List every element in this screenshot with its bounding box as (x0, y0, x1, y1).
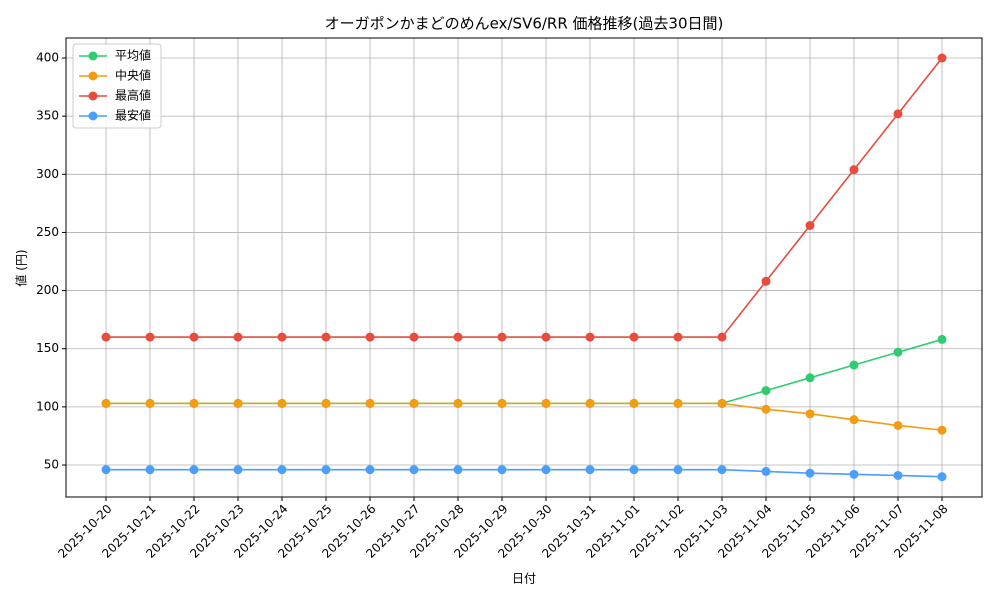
point (893, 109, 903, 119)
point (321, 398, 331, 408)
point (365, 398, 375, 408)
legend-marker (88, 51, 98, 61)
legend-label: 中央値 (115, 68, 151, 83)
y-tick-label: 200 (36, 283, 59, 297)
series-line (106, 402, 943, 431)
point (717, 332, 727, 342)
series-line (106, 468, 943, 478)
point (937, 53, 947, 63)
point (453, 332, 463, 342)
point (585, 332, 595, 342)
point (409, 465, 419, 475)
y-tick-label: 100 (36, 399, 59, 413)
point (145, 398, 155, 408)
y-tick-label: 350 (36, 109, 59, 123)
legend-label: 最安値 (115, 108, 151, 123)
x-axis-label: 日付 (512, 572, 536, 586)
legend-marker (88, 91, 98, 101)
legend-box (72, 43, 162, 129)
legend-marker (88, 71, 98, 81)
point (849, 469, 859, 479)
point (849, 165, 859, 175)
point (321, 332, 331, 342)
point (761, 386, 771, 396)
point (805, 220, 815, 230)
point (541, 398, 551, 408)
point (585, 465, 595, 475)
y-tick-label: 50 (44, 458, 59, 472)
y-tick-label: 250 (36, 225, 59, 239)
legend-marker (88, 111, 98, 121)
point (145, 332, 155, 342)
point (189, 398, 199, 408)
point (101, 398, 111, 408)
point (409, 398, 419, 408)
point (805, 373, 815, 383)
point (893, 420, 903, 430)
point (497, 332, 507, 342)
point (321, 465, 331, 475)
point (893, 347, 903, 357)
point (673, 465, 683, 475)
point (673, 398, 683, 408)
legend-label: 最高値 (115, 88, 151, 103)
point (937, 425, 947, 435)
point (541, 465, 551, 475)
point (805, 409, 815, 419)
point (805, 468, 815, 478)
point (673, 332, 683, 342)
y-tick-label: 300 (36, 167, 59, 181)
point (189, 465, 199, 475)
point (145, 465, 155, 475)
plot-frame (65, 37, 983, 498)
y-tick-label: 400 (36, 51, 59, 65)
point (761, 404, 771, 414)
point (761, 466, 771, 476)
series-line (106, 57, 943, 338)
point (497, 398, 507, 408)
point (101, 465, 111, 475)
point (761, 276, 771, 286)
point (497, 465, 507, 475)
point (629, 398, 639, 408)
point (277, 398, 287, 408)
chart-title: オーガポンかまどのめんex/SV6/RR 価格推移(過去30日間) (325, 15, 724, 33)
point (717, 398, 727, 408)
point (629, 465, 639, 475)
point (937, 334, 947, 344)
y-axis-label: 値 (円) (14, 249, 29, 286)
point (849, 415, 859, 425)
point (365, 332, 375, 342)
point (585, 398, 595, 408)
point (233, 332, 243, 342)
point (409, 332, 419, 342)
point (233, 398, 243, 408)
point (629, 332, 639, 342)
point (101, 332, 111, 342)
point (233, 465, 243, 475)
legend-label: 平均値 (115, 48, 151, 63)
y-tick-label: 150 (36, 341, 59, 355)
point (453, 398, 463, 408)
point (717, 465, 727, 475)
point (277, 332, 287, 342)
point (189, 332, 199, 342)
point (541, 332, 551, 342)
point (277, 465, 287, 475)
point (893, 470, 903, 480)
point (849, 360, 859, 370)
point (937, 472, 947, 482)
point (365, 465, 375, 475)
point (453, 465, 463, 475)
